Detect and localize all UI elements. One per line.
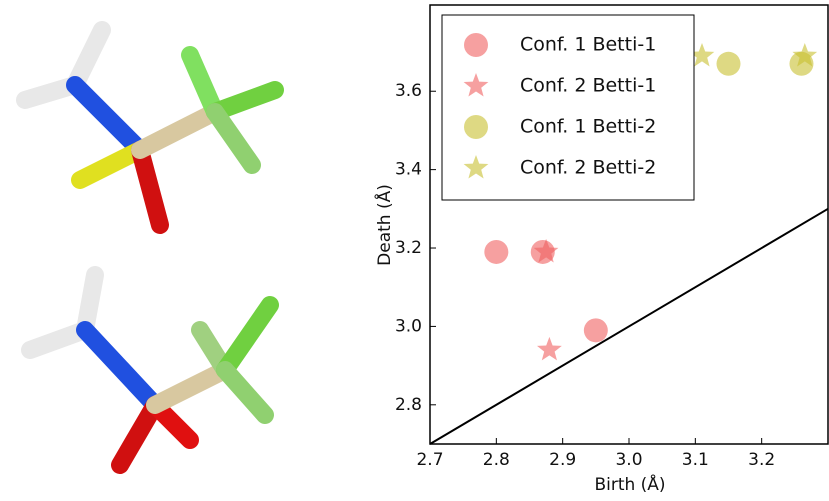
molecule-bottom bbox=[30, 275, 270, 465]
y-tick-label: 3.4 bbox=[395, 160, 422, 180]
y-tick-label: 2.8 bbox=[395, 395, 422, 415]
y-tick-label: 3.0 bbox=[395, 316, 422, 336]
x-tick-label: 3.1 bbox=[682, 450, 709, 470]
point bbox=[484, 240, 508, 264]
legend-marker bbox=[464, 33, 488, 57]
legend-label: Conf. 1 Betti-2 bbox=[520, 116, 656, 138]
x-tick-label: 2.9 bbox=[549, 450, 576, 470]
x-tick-label: 2.7 bbox=[416, 450, 443, 470]
legend-marker bbox=[464, 115, 488, 139]
x-tick-label: 3.0 bbox=[615, 450, 642, 470]
x-tick-label: 2.8 bbox=[483, 450, 510, 470]
figure: Birth (Å) Death (Å) 2.7 2.8 2.9 3.0 3.1 3.2 2.… bbox=[0, 0, 829, 497]
x-tick-label: 3.2 bbox=[748, 450, 775, 470]
legend-label: Conf. 1 Betti-1 bbox=[520, 34, 656, 56]
y-tick-label: 3.6 bbox=[395, 81, 422, 101]
x-axis-label: Birth (Å) bbox=[594, 473, 665, 495]
molecule-top bbox=[25, 30, 275, 225]
legend-label: Conf. 2 Betti-2 bbox=[520, 157, 656, 179]
y-tick-label: 3.2 bbox=[395, 238, 422, 258]
legend-label: Conf. 2 Betti-1 bbox=[520, 75, 656, 97]
point bbox=[537, 337, 562, 361]
point bbox=[717, 52, 741, 76]
y-axis-label: Death (Å) bbox=[373, 184, 395, 266]
point bbox=[584, 318, 608, 342]
